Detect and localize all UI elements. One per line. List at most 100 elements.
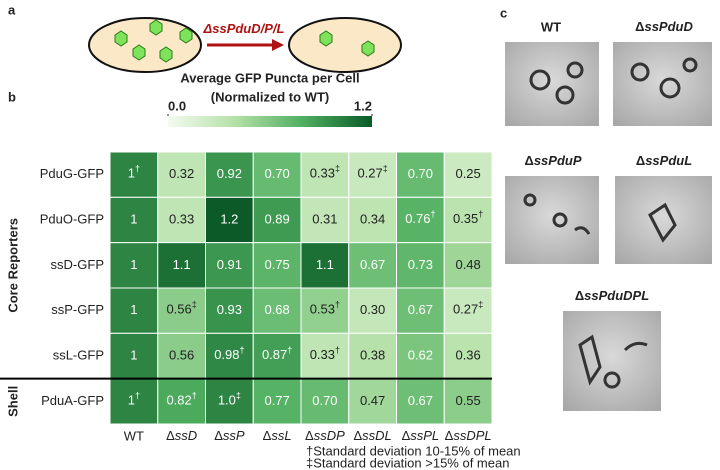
heatmap-cell [443, 332, 493, 380]
heatmap-cell [109, 332, 159, 380]
heatmap-cell [252, 378, 302, 425]
heatmap-cell [443, 151, 493, 198]
row-label: ssD-GFP [51, 257, 104, 272]
cell-label: 0.33† [310, 345, 340, 362]
cell-label: 1 [130, 302, 137, 317]
heatmap-cell [252, 196, 302, 244]
row-group-label: Core Reporters [5, 218, 20, 313]
column-label: ΔssDPL [445, 428, 492, 443]
cell-label: 0.27‡ [357, 164, 387, 181]
cell-label: 0.31 [312, 211, 337, 226]
cell-label: 1.2 [220, 211, 238, 226]
cell-label: 1.1 [316, 257, 334, 272]
cell-label: 0.67 [360, 257, 385, 272]
cell-label: 0.33 [169, 211, 194, 226]
heatmap-cell [300, 378, 350, 425]
column-label: ΔssDL [353, 428, 391, 443]
colorbar-tick-label: 1.2 [354, 98, 372, 113]
cell-label: 0.36 [455, 347, 480, 362]
heatmap-cell [109, 242, 159, 289]
heatmap-cell [348, 196, 397, 244]
cell-label: 1.0‡ [218, 391, 241, 408]
cell-label: 1.1 [173, 257, 191, 272]
cell-label: 1† [128, 391, 140, 408]
cell-label: 1 [130, 257, 137, 272]
heatmap-cell [300, 151, 350, 198]
column-label: ΔssL [263, 428, 292, 443]
cell-label: 0.48 [455, 257, 480, 272]
cell-label: 0.89 [264, 211, 289, 226]
cell-label: 0.82† [166, 391, 196, 408]
row-group-label: Shell [5, 386, 20, 417]
arrow-label: ΔssPduD/P/L [203, 21, 285, 36]
cell [288, 17, 402, 73]
row-label: ssP-GFP [51, 302, 104, 317]
panel-c-labels: WT ΔssPduD ΔssPduP ΔssPduL ΔssPduDPL [524, 19, 693, 303]
footnote: †Standard deviation 10-15% of mean [306, 443, 521, 458]
heatmap-cell [205, 378, 254, 425]
arrow-head [272, 39, 284, 51]
panel-label: a [8, 2, 16, 17]
column-label: ΔssD [166, 428, 197, 443]
chart-title: (Normalized to WT) [211, 89, 329, 104]
row-label: PduG-GFP [40, 166, 104, 181]
heatmap-cell [157, 287, 206, 334]
micrograph-label: ΔssPduL [636, 153, 692, 168]
row-label: ssL-GFP [53, 347, 104, 362]
column-label: ΔssDP [305, 428, 345, 443]
column-label: ΔssPL [402, 428, 440, 443]
column-label: ΔssP [214, 428, 245, 443]
heatmap-cell [109, 378, 159, 425]
heatmap-cell [443, 378, 493, 425]
cell-label: 0.56 [169, 347, 194, 362]
colorbar-tick-label: 0.0 [168, 98, 186, 113]
heatmap-cell [157, 151, 206, 198]
schematic [88, 17, 402, 73]
cell-label: 0.25 [455, 166, 480, 181]
heatmap-cell [252, 332, 302, 380]
compartments [114, 19, 193, 63]
heatmap-cell [348, 287, 397, 334]
heatmap-cell [300, 196, 350, 244]
cell-label: 0.35† [453, 209, 483, 226]
cell-label: 0.62 [408, 347, 433, 362]
heatmap-cell [348, 378, 397, 425]
heatmap-cell [205, 287, 254, 334]
cell-label: 0.70 [264, 166, 289, 181]
cell-label: 0.91 [217, 257, 242, 272]
colorbar [168, 116, 372, 127]
heatmap-cell [252, 242, 302, 289]
heatmap-cell [443, 196, 493, 244]
cell-label: 0.67 [408, 302, 433, 317]
cell-label: 0.27‡ [453, 300, 483, 317]
cell-label: 0.92 [217, 166, 242, 181]
cell-label: 0.73 [408, 257, 433, 272]
cell-label: 0.93 [217, 302, 242, 317]
cell-label: 1† [128, 164, 140, 181]
row-label: PduA-GFP [41, 393, 104, 408]
cell-label: 0.55 [455, 393, 480, 408]
cell-label: 0.38 [360, 347, 385, 362]
micrograph-label: WT [541, 19, 561, 34]
heatmap-cell [157, 196, 206, 244]
cell-label: 0.47 [360, 393, 385, 408]
row-label: PduO-GFP [40, 211, 104, 226]
footnote: ‡Standard deviation >15% of mean [306, 455, 509, 470]
heatmap-cell [396, 196, 445, 244]
cell-label: 0.67 [408, 393, 433, 408]
cell-label: 0.87† [262, 345, 292, 362]
compartments [319, 30, 375, 57]
micrograph-label: ΔssPduDPL [575, 288, 649, 303]
heatmap-cell [300, 332, 350, 380]
heatmap-cell [396, 151, 445, 198]
heatmap-cell [348, 151, 397, 198]
cell-label: 1 [130, 347, 137, 362]
cell-label: 0.56‡ [166, 300, 196, 317]
micrograph-label: ΔssPduD [635, 19, 693, 34]
heatmap-cell [348, 332, 397, 380]
micrograph-images [505, 42, 712, 411]
cell-label: 0.53† [310, 300, 340, 317]
cell-label: 0.68 [264, 302, 289, 317]
cell-label: 0.30 [360, 302, 385, 317]
